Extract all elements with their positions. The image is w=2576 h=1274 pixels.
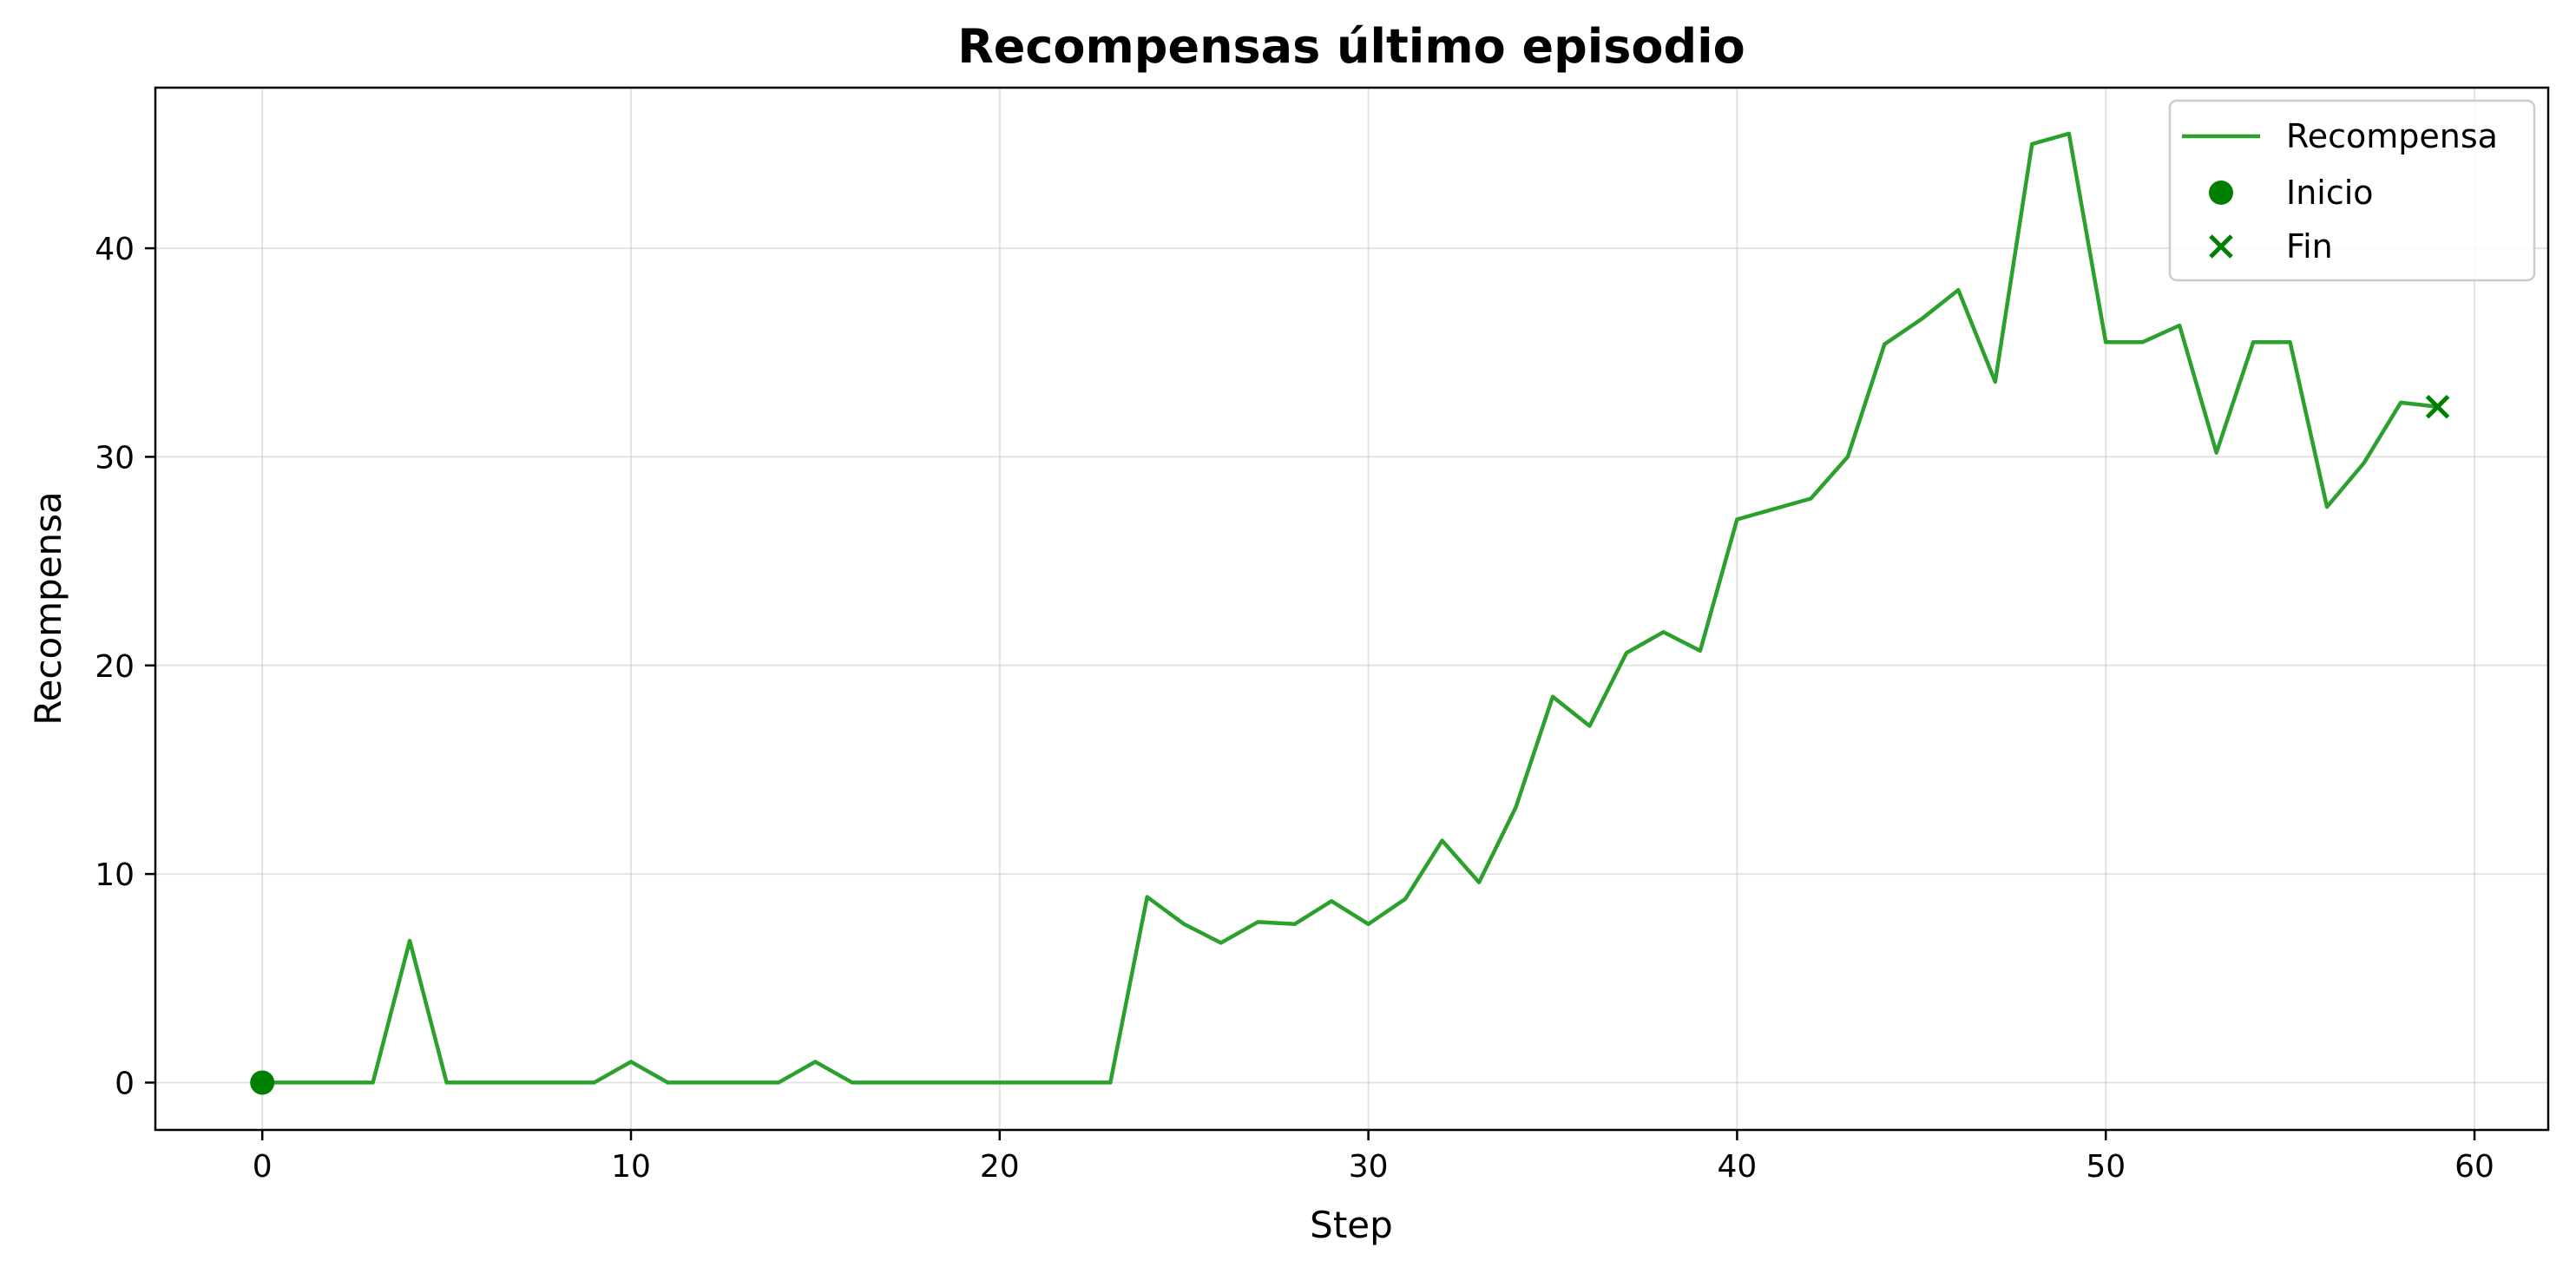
x-tick-label: 40 — [1718, 1149, 1758, 1185]
y-tick-label: 10 — [95, 857, 135, 893]
x-tick-label: 0 — [253, 1149, 273, 1185]
chart-title: Recompensas último episodio — [957, 19, 1745, 74]
legend-label-inicio: Inicio — [2286, 174, 2374, 212]
legend-label-recompensa: Recompensa — [2286, 117, 2498, 155]
x-axis-label: Step — [1310, 1204, 1393, 1246]
plot-frame — [154, 86, 2550, 1132]
series-line-recompensa — [262, 131, 2438, 1085]
legend-box — [2168, 99, 2536, 282]
y-tick-label: 0 — [115, 1066, 135, 1101]
x-axis-ticks: 0 10 20 30 40 50 60 — [253, 1130, 2494, 1185]
x-tick-label: 60 — [2454, 1149, 2494, 1185]
x-tick-label: 50 — [2086, 1149, 2126, 1185]
legend: Recompensa Inicio Fin — [2168, 99, 2536, 282]
event-markers — [250, 394, 2450, 1095]
legend-swatch-inicio — [2209, 181, 2233, 205]
x-tick-label: 10 — [611, 1149, 651, 1185]
x-tick-label: 30 — [1349, 1149, 1389, 1185]
y-tick-label: 20 — [95, 649, 135, 685]
y-tick-label: 40 — [95, 232, 135, 267]
y-axis-ticks: 0 10 20 30 40 — [95, 232, 155, 1101]
marker-fin — [2425, 394, 2450, 419]
marker-inicio — [250, 1070, 275, 1095]
legend-swatch-fin — [2209, 234, 2233, 259]
legend-label-fin: Fin — [2286, 227, 2333, 266]
x-tick-label: 20 — [980, 1149, 1020, 1185]
y-tick-label: 30 — [95, 440, 135, 476]
y-axis-label: Recompensa — [27, 491, 69, 726]
